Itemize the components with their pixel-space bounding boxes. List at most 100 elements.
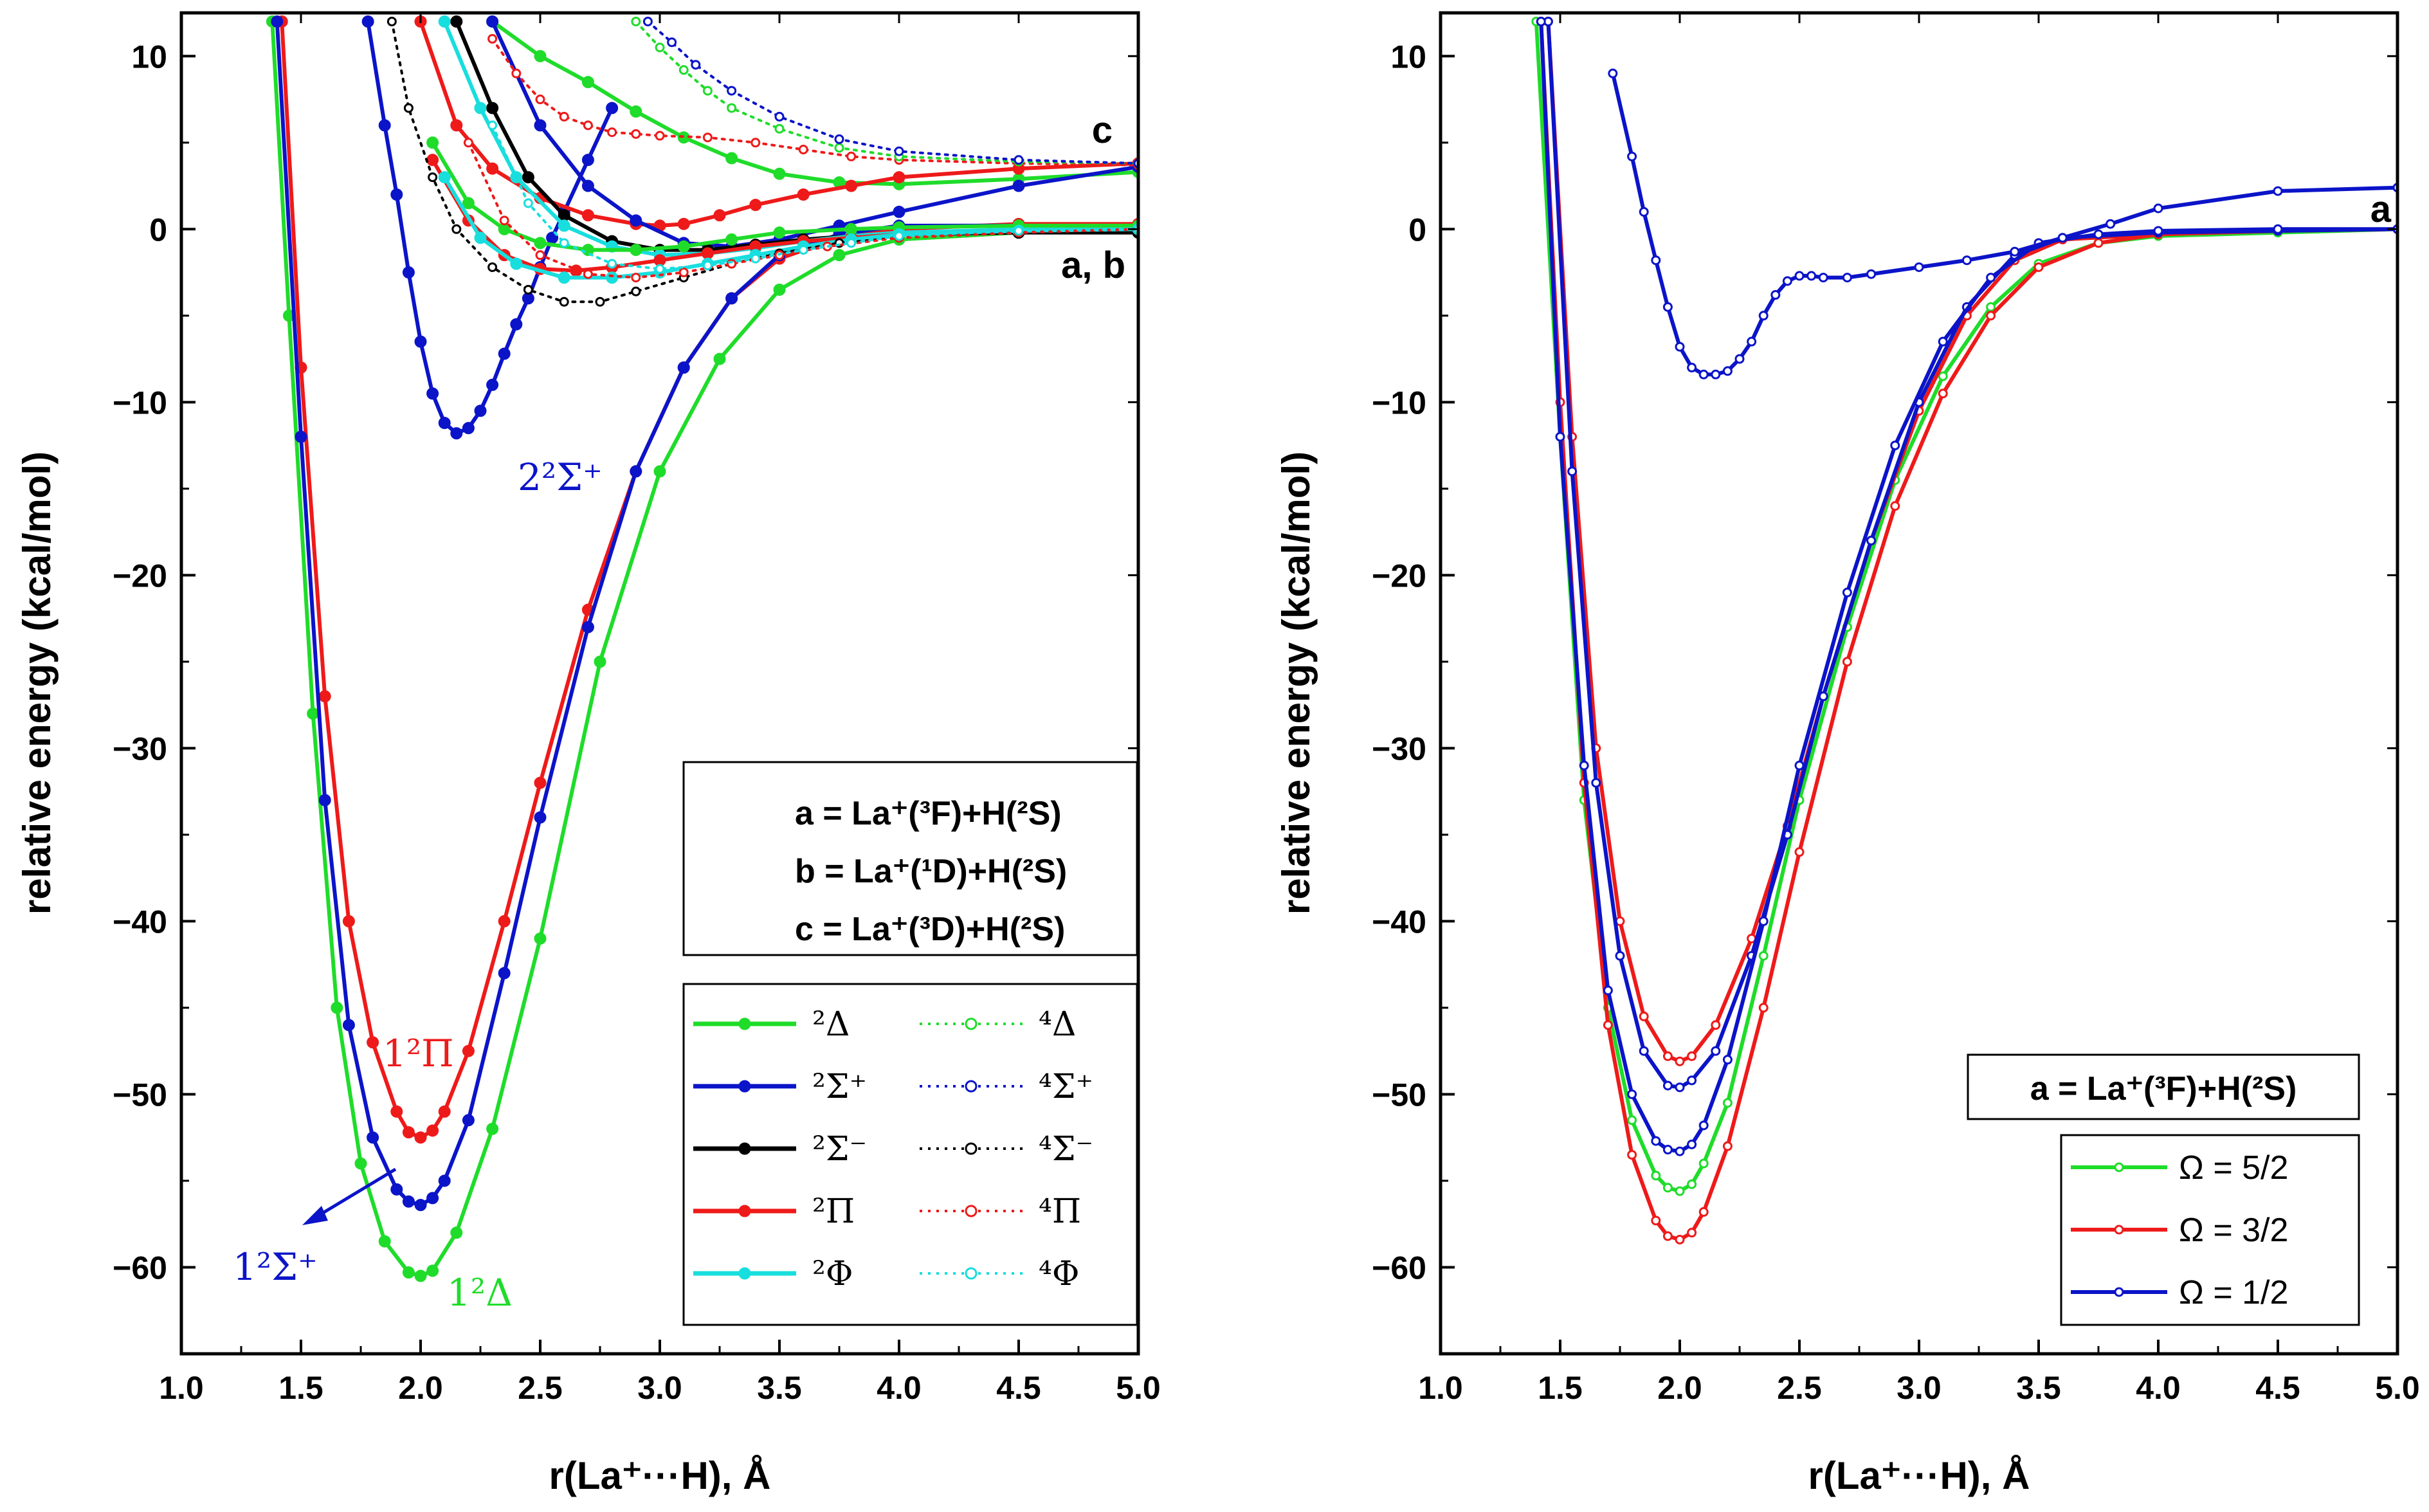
- data-point: [894, 146, 904, 156]
- data-point: [1662, 1080, 1673, 1091]
- data-point: [1698, 1120, 1709, 1131]
- data-point: [1687, 1179, 1697, 1189]
- right-panel: 1.0 1.5 2.0 2.5 3.0 3.5 4.0 4.5 5.0 10 0 −10 −20 −30 −…: [1275, 11, 2420, 1497]
- asymptote-label-ab: a, b: [1061, 244, 1125, 286]
- y-tick-label: −30: [1372, 731, 1426, 767]
- data-point: [607, 259, 617, 269]
- data-point: [414, 1270, 427, 1282]
- y-tick-label: −40: [113, 904, 167, 940]
- data-point: [522, 171, 534, 184]
- data-point: [487, 262, 498, 272]
- legend-label: Ω = 5/2: [2179, 1149, 2288, 1187]
- data-point: [486, 162, 499, 175]
- data-point: [1711, 1046, 1721, 1056]
- data-point: [607, 127, 617, 138]
- data-point: [511, 68, 522, 78]
- data-point: [677, 361, 690, 374]
- data-point: [749, 199, 762, 212]
- label-1-2sigma-plus: 1²Σ⁺: [233, 1245, 318, 1289]
- series-omega-1-2-a-3: [1543, 16, 2397, 1093]
- data-point: [1986, 302, 1996, 312]
- data-point: [667, 37, 677, 48]
- legend-item-2sigma-minus: ²Σ⁻: [693, 1130, 867, 1169]
- x-tick-label: 1.5: [278, 1370, 323, 1406]
- data-point: [1603, 985, 1613, 996]
- y-tick-label: −20: [113, 558, 167, 594]
- series-omega-5-2-0: [1531, 16, 2397, 1196]
- data-point: [845, 223, 858, 235]
- data-point: [1662, 302, 1673, 312]
- data-point: [1662, 1183, 1673, 1193]
- left-y-axis-label: relative energy (kcal/mol): [15, 451, 59, 915]
- data-point: [774, 111, 785, 122]
- data-point: [1842, 273, 1852, 283]
- x-tick-label: 5.0: [1116, 1370, 1161, 1406]
- data-point: [438, 417, 451, 430]
- data-point: [2153, 203, 2163, 214]
- left-x-axis-label: r(La⁺···H), Å: [549, 1454, 771, 1497]
- legend-label: ⁴Δ: [1039, 1005, 1076, 1044]
- series-line: [646, 20, 1138, 165]
- legend-label: ⁴Σ⁺: [1039, 1068, 1093, 1106]
- data-point: [631, 273, 641, 283]
- left-panel: 1.0 1.5 2.0 2.5 3.0 3.5 4.0 4.5 5.0 10 0 −10 −20 −30 −…: [15, 11, 1161, 1497]
- x-tick-label: 2.0: [1657, 1370, 1702, 1406]
- data-point: [559, 296, 569, 307]
- data-point: [1698, 1207, 1709, 1217]
- legend-item-omega-5-2: Ω = 5/2: [2071, 1149, 2288, 1187]
- data-point: [486, 15, 499, 28]
- legend-label: ²Σ⁺: [812, 1068, 867, 1106]
- data-point: [1818, 273, 1828, 283]
- data-point: [535, 95, 545, 105]
- data-point: [426, 1124, 439, 1137]
- data-point: [438, 1105, 451, 1118]
- data-point: [655, 42, 665, 53]
- legend-label: ⁴Σ⁻: [1039, 1130, 1093, 1169]
- data-point: [1675, 1146, 1685, 1156]
- data-point: [2273, 186, 2283, 196]
- data-point: [450, 119, 463, 132]
- x-tick-label: 3.0: [637, 1370, 682, 1406]
- series-omega-1-2-c-5: [1608, 68, 2397, 379]
- legend-label: ⁴Φ: [1039, 1255, 1079, 1293]
- data-point: [559, 111, 569, 122]
- data-point: [631, 16, 641, 26]
- data-point: [2153, 226, 2163, 236]
- data-point: [2106, 219, 2116, 229]
- data-point: [463, 138, 473, 148]
- y-tick-label: −10: [113, 385, 167, 421]
- data-point: [1782, 276, 1792, 286]
- data-point: [1662, 1231, 1673, 1241]
- legend-swatch-marker: [2114, 1225, 2124, 1235]
- data-point: [1986, 311, 1996, 321]
- y-tick-label: −50: [113, 1077, 167, 1113]
- data-point: [702, 132, 713, 143]
- data-point: [677, 217, 690, 230]
- data-point: [702, 86, 713, 96]
- legend-label: Ω = 1/2: [2179, 1274, 2288, 1311]
- data-point: [2033, 262, 2044, 272]
- data-point: [1938, 388, 1948, 399]
- data-point: [655, 264, 665, 274]
- data-point: [1722, 1055, 1733, 1065]
- right-plot-curves: [1531, 16, 2397, 1244]
- data-point: [1747, 336, 1757, 347]
- data-point: [522, 292, 534, 305]
- data-point: [630, 465, 642, 478]
- asymptote-box-right-line: a = La⁺(³F)+H(²S): [2030, 1070, 2297, 1107]
- asymptote-box-right: a = La⁺(³F)+H(²S): [1967, 1053, 2360, 1120]
- data-point: [498, 915, 511, 927]
- data-point: [426, 1264, 439, 1277]
- data-point: [1675, 1082, 1685, 1093]
- data-point: [1675, 1234, 1685, 1244]
- series-line: [491, 123, 1138, 271]
- legend-left: ²Δ ⁴Δ ²Σ⁺ ⁴Σ⁺ ²Σ⁻ ⁴Σ⁻ ²Π ⁴Π ²Φ ⁴Φ: [682, 983, 1138, 1326]
- data-point: [318, 690, 331, 703]
- data-point: [1651, 1136, 1661, 1146]
- legend-swatch-marker: [965, 1205, 978, 1217]
- data-point: [487, 120, 498, 131]
- data-point: [474, 405, 487, 417]
- legend-swatch-marker: [738, 1205, 751, 1217]
- data-point: [426, 1192, 439, 1205]
- data-point: [534, 119, 547, 132]
